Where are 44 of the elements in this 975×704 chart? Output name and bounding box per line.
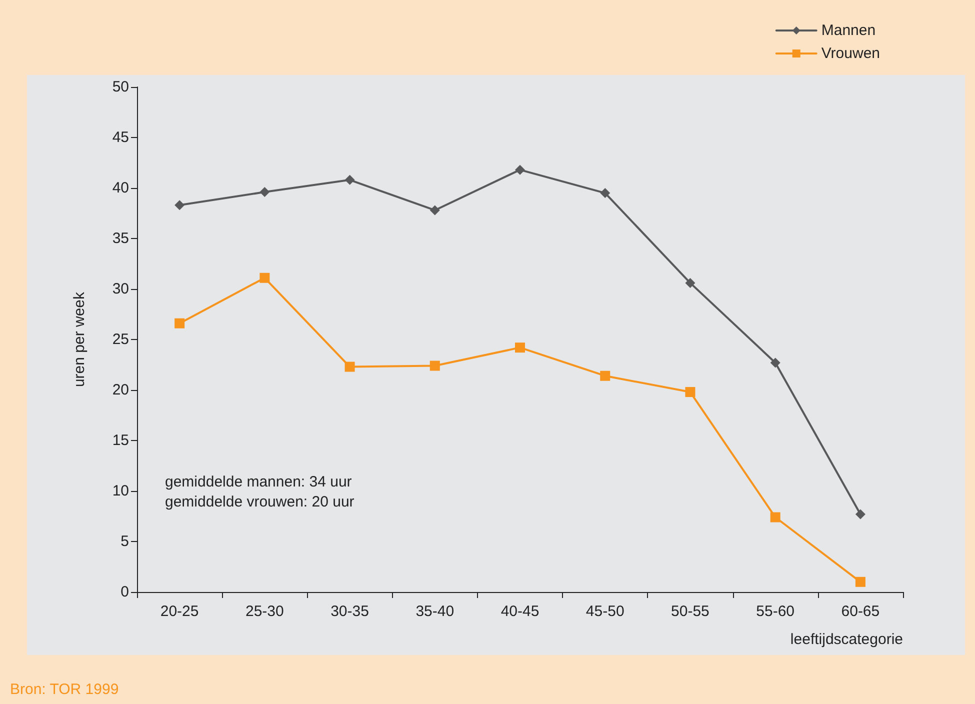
annotation: gemiddelde mannen: 34 uur gemiddelde vrouwen: 20 uur <box>165 474 354 510</box>
y-tick-label: 50 <box>112 78 129 96</box>
point <box>344 362 355 372</box>
y-tick-label: 20 <box>112 382 129 398</box>
point <box>855 509 866 520</box>
y-tick-label: 45 <box>112 129 129 146</box>
point <box>430 360 440 371</box>
y-tick-label: 15 <box>112 432 129 449</box>
point <box>600 370 610 381</box>
x-axis-title: leeftijdscategorie <box>790 631 903 648</box>
point <box>174 318 185 328</box>
x-tick-label: 50-55 <box>671 603 710 620</box>
point <box>515 164 525 175</box>
x-tick-label: 35-40 <box>416 603 454 620</box>
point <box>600 188 610 198</box>
x-tick-label: 30-35 <box>330 603 369 620</box>
x-tick-label: 20-25 <box>160 603 199 620</box>
point <box>770 512 780 522</box>
y-tick-label: 25 <box>112 331 129 348</box>
point <box>430 205 440 216</box>
x-tick-label: 25-30 <box>245 603 284 620</box>
legend-label: Mannen <box>821 22 876 39</box>
x-tick-label: 45-50 <box>586 603 624 620</box>
point <box>174 200 185 210</box>
point <box>260 272 270 283</box>
y-tick-label: 10 <box>112 482 129 500</box>
point <box>515 342 525 353</box>
legend-label: Vrouwen <box>821 45 880 62</box>
y-tick-label: 40 <box>112 180 129 196</box>
point <box>855 576 866 587</box>
x-tick-label: 60-65 <box>841 603 880 620</box>
point <box>770 358 780 368</box>
y-tick-label: 5 <box>120 533 129 550</box>
point <box>685 278 696 288</box>
y-tick-label: 35 <box>112 230 129 247</box>
y-tick-label: 30 <box>112 280 129 298</box>
point <box>260 187 270 198</box>
point <box>685 387 696 398</box>
y-axis-title: uren per week <box>71 291 88 388</box>
text: Bron: TOR 1999 <box>10 681 119 698</box>
y-tick-label: 0 <box>120 584 129 600</box>
x-tick-label: 40-45 <box>500 603 540 620</box>
point <box>344 174 355 185</box>
x-tick-label: 55-60 <box>756 603 795 620</box>
